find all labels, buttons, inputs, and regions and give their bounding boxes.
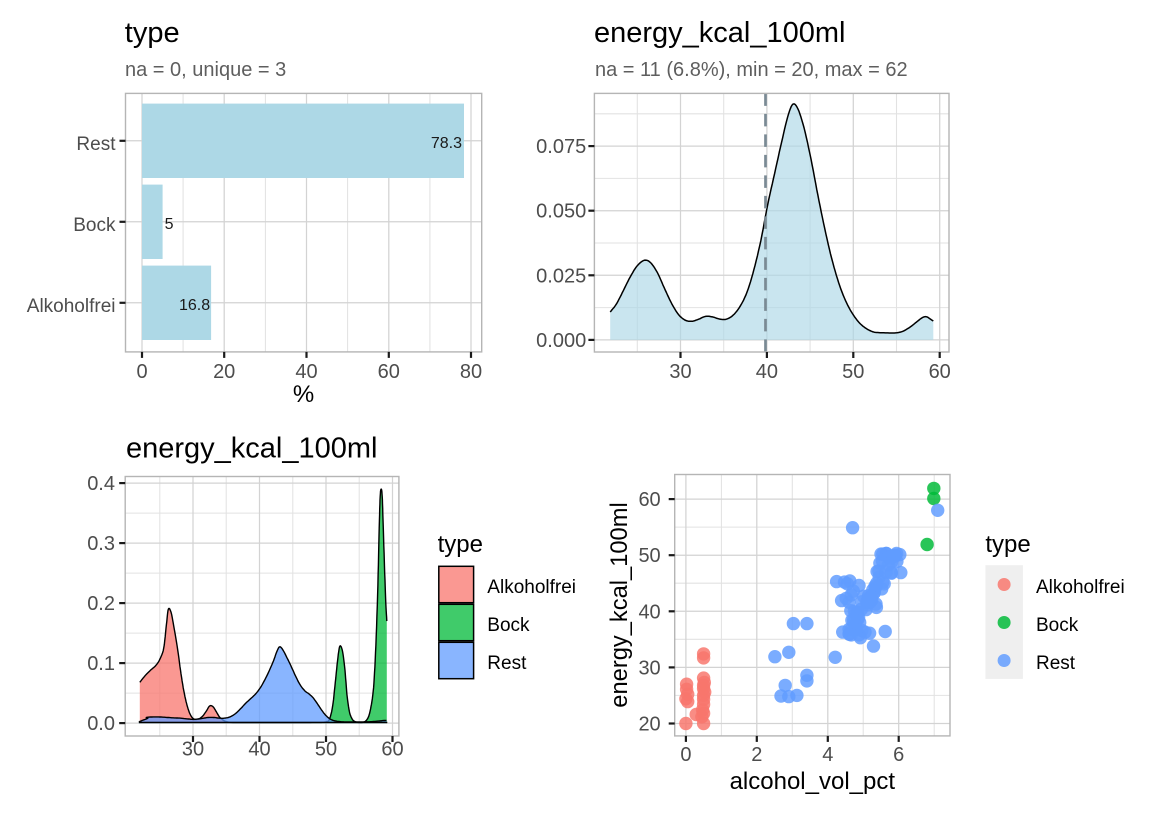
svg-text:20: 20 — [638, 714, 660, 736]
svg-text:6: 6 — [893, 744, 904, 766]
svg-text:80: 80 — [460, 361, 482, 383]
svg-text:na = 11 (6.8%), min = 20, max: na = 11 (6.8%), min = 20, max = 62 — [595, 59, 908, 81]
svg-text:alcohol_vol_pct: alcohol_vol_pct — [730, 768, 896, 795]
svg-text:60: 60 — [381, 739, 403, 761]
svg-text:0.3: 0.3 — [87, 533, 115, 555]
svg-text:0.0: 0.0 — [87, 713, 115, 735]
svg-text:30: 30 — [669, 361, 691, 383]
svg-text:60: 60 — [929, 361, 951, 383]
svg-text:na = 0, unique = 3: na = 0, unique = 3 — [125, 59, 286, 81]
svg-text:40: 40 — [248, 739, 270, 761]
svg-text:Bock: Bock — [73, 215, 116, 236]
svg-text:Bock: Bock — [1036, 615, 1079, 636]
svg-text:50: 50 — [638, 545, 660, 567]
svg-text:Alkoholfrei: Alkoholfrei — [487, 577, 576, 598]
svg-text:40: 40 — [638, 601, 660, 623]
svg-text:60: 60 — [378, 361, 400, 383]
svg-text:4: 4 — [822, 744, 833, 766]
svg-text:30: 30 — [638, 657, 660, 679]
svg-text:energy_kcal_100ml: energy_kcal_100ml — [594, 17, 845, 49]
svg-text:Alkoholfrei: Alkoholfrei — [27, 296, 116, 317]
svg-text:type: type — [985, 531, 1030, 558]
svg-text:50: 50 — [315, 739, 337, 761]
svg-text:Alkoholfrei: Alkoholfrei — [1036, 577, 1125, 598]
svg-text:energy_kcal_100ml: energy_kcal_100ml — [607, 502, 633, 707]
svg-text:0.075: 0.075 — [536, 136, 586, 158]
svg-text:0.025: 0.025 — [536, 265, 586, 287]
svg-text:50: 50 — [842, 361, 864, 383]
svg-text:5: 5 — [165, 216, 174, 233]
svg-text:0.4: 0.4 — [87, 473, 115, 495]
svg-text:20: 20 — [213, 361, 235, 383]
svg-text:40: 40 — [756, 361, 778, 383]
svg-text:%: % — [293, 381, 314, 408]
svg-text:78.3: 78.3 — [431, 135, 462, 152]
svg-text:0.050: 0.050 — [536, 201, 586, 223]
svg-text:Bock: Bock — [487, 615, 530, 636]
svg-text:type: type — [125, 17, 180, 49]
svg-text:60: 60 — [638, 489, 660, 511]
svg-text:0.2: 0.2 — [87, 593, 115, 615]
svg-text:energy_kcal_100ml: energy_kcal_100ml — [126, 433, 377, 465]
svg-text:0: 0 — [136, 361, 147, 383]
svg-text:0.1: 0.1 — [87, 653, 115, 675]
svg-text:16.8: 16.8 — [179, 297, 210, 314]
svg-text:Rest: Rest — [1036, 653, 1076, 674]
svg-text:Rest: Rest — [76, 134, 116, 155]
svg-text:2: 2 — [751, 744, 762, 766]
svg-text:30: 30 — [182, 739, 204, 761]
svg-text:0.000: 0.000 — [536, 330, 586, 352]
svg-text:0: 0 — [680, 744, 691, 766]
svg-text:type: type — [438, 531, 483, 558]
svg-text:40: 40 — [295, 361, 317, 383]
svg-text:Rest: Rest — [487, 653, 527, 674]
